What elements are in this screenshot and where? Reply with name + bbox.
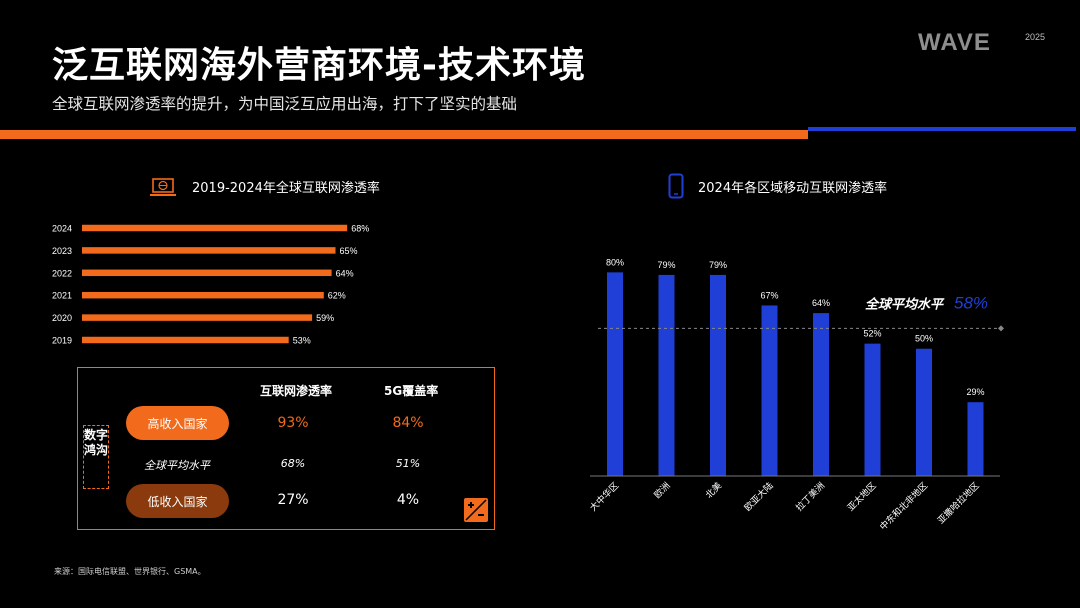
wave-logo: WAVE 2025	[918, 29, 1045, 54]
region-tick-label: 欧亚大陆	[742, 480, 776, 514]
region-bar	[658, 274, 675, 476]
smartphone-icon	[668, 173, 684, 199]
page-subtitle: 全球互联网渗透率的提升，为中国泛互应用出海，打下了坚实的基础	[52, 95, 518, 113]
region-bar	[916, 348, 932, 476]
bar-value-label: 80%	[606, 257, 624, 267]
reference-line-end-marker	[998, 325, 1004, 332]
region-tick-label: 北美	[703, 480, 724, 501]
region-bar	[710, 274, 726, 476]
bar-value-label: 50%	[915, 334, 933, 344]
global-penetration-bar-chart: 2024 68% 2023 65% 2022 64% 2021 62% 2020 59% 2019 5…	[52, 224, 369, 346]
region-tick-label: 欧洲	[651, 480, 672, 501]
region-tick-label: 亚太地区	[845, 480, 879, 514]
global-average-value: 58%	[954, 293, 988, 312]
global-average-internet-value: 68%	[280, 457, 306, 470]
year-tick-label: 2019	[52, 336, 72, 346]
page-title: 泛互联网海外营商环境-技术环境	[52, 45, 586, 86]
region-tick-label: 中东和北非地区	[877, 480, 930, 533]
global-average-label: 全球平均水平	[144, 459, 210, 472]
plus-minus-icon	[464, 498, 488, 522]
bar-value-label: 79%	[709, 260, 727, 270]
high-income-5g-value: 84%	[392, 415, 424, 431]
low-income-5g-value: 4%	[396, 492, 420, 508]
digital-divide-frame	[83, 425, 109, 489]
region-bar	[864, 343, 881, 476]
laptop-globe-icon	[150, 178, 176, 196]
region-bar	[761, 305, 778, 476]
blue-divider	[808, 127, 1076, 131]
region-bar	[607, 272, 623, 476]
digital-divide-table	[77, 367, 495, 530]
right-chart-title: 2024年各区域移动互联网渗透率	[698, 181, 888, 196]
bar-value-label: 68%	[351, 224, 369, 234]
penetration-bar	[82, 291, 324, 299]
regional-mobile-penetration-bar-chart: 80% 大中华区 79% 欧洲 79% 北美 67% 欧亚大陆 64% 拉丁美洲 52% 亚太地区 50…	[587, 257, 1004, 533]
year-tick-label: 2021	[52, 291, 72, 301]
logo-text: WAVE	[918, 29, 991, 54]
global-average-5g-value: 51%	[395, 457, 421, 470]
region-tick-label: 拉丁美洲	[793, 480, 827, 514]
low-income-internet-value: 27%	[277, 492, 309, 508]
global-average-label: 全球平均水平	[865, 296, 945, 312]
year-tick-label: 2022	[52, 268, 72, 278]
penetration-bar	[82, 224, 348, 232]
year-tick-label: 2020	[52, 313, 72, 323]
bar-value-label: 59%	[316, 313, 334, 323]
bar-value-label: 64%	[336, 268, 354, 278]
bar-value-label: 65%	[340, 246, 358, 256]
region-tick-label: 亚撒哈拉地区	[935, 480, 982, 527]
year-tick-label: 2023	[52, 246, 72, 256]
region-tick-label: 大中华区	[587, 480, 621, 514]
region-bar	[813, 313, 829, 476]
left-chart-title: 2019-2024年全球互联网渗透率	[192, 181, 380, 196]
digital-divide-label: 数字鸿沟	[83, 428, 108, 457]
year-tick-label: 2024	[52, 224, 72, 234]
bar-value-label: 62%	[328, 291, 346, 301]
header-internet-penetration: 互联网渗透率	[260, 384, 333, 398]
orange-divider	[0, 130, 808, 139]
high-income-pill: 高收入国家	[126, 406, 229, 440]
header-5g-coverage: 5G覆盖率	[384, 384, 439, 398]
high-income-internet-value: 93%	[277, 415, 309, 431]
penetration-bar	[82, 314, 313, 321]
penetration-bar	[82, 269, 332, 277]
logo-year: 2025	[1025, 32, 1045, 42]
bar-value-label: 52%	[863, 329, 881, 339]
penetration-bar	[82, 247, 336, 254]
region-bar	[967, 402, 984, 476]
bar-value-label: 53%	[293, 336, 311, 346]
source-note: 来源：国际电信联盟、世界银行、GSMA。	[54, 567, 206, 576]
bar-value-label: 67%	[760, 290, 778, 300]
low-income-pill: 低收入国家	[126, 484, 229, 518]
bar-value-label: 64%	[812, 298, 830, 308]
penetration-bar	[82, 336, 289, 344]
bar-value-label: 29%	[966, 387, 984, 397]
bar-value-label: 79%	[657, 260, 675, 270]
